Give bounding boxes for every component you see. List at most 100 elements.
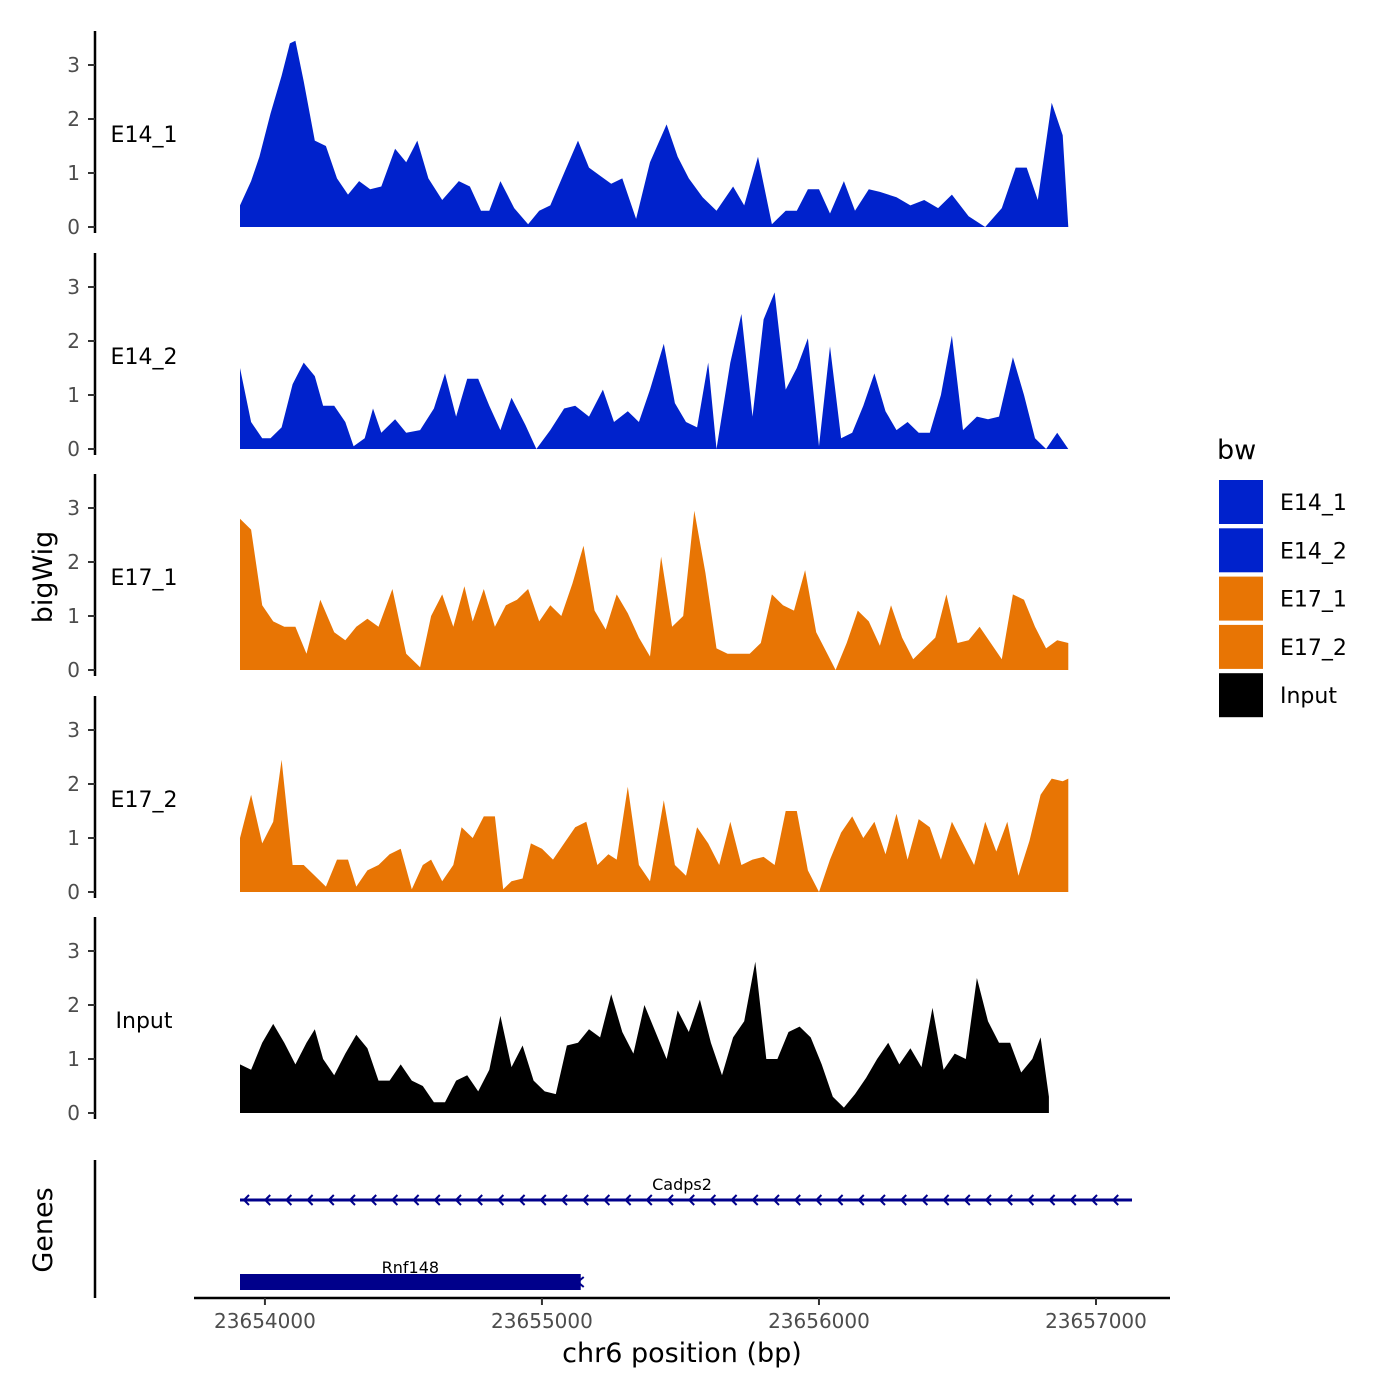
strand-arrow — [1111, 1194, 1119, 1206]
strand-arrow — [581, 1194, 589, 1206]
y-tick-label: 3 — [67, 275, 80, 299]
y-tick-label: 0 — [67, 215, 80, 239]
y-tick-label: 2 — [67, 550, 80, 574]
legend-label: Input — [1280, 684, 1337, 709]
strand-arrow — [1005, 1194, 1013, 1206]
strand-arrow — [624, 1194, 632, 1206]
strand-arrow — [263, 1194, 271, 1206]
gene-Rnf148: Rnf148 — [240, 1258, 585, 1290]
track-area-E17_2 — [240, 759, 1069, 892]
y-tick-label: 2 — [67, 329, 80, 353]
legend-swatch — [1219, 673, 1263, 718]
x-tick-label: 23655000 — [491, 1309, 593, 1333]
genes-panel-title: Genes — [28, 1187, 59, 1272]
strand-arrow — [390, 1194, 399, 1206]
y-tick-label: 1 — [67, 826, 80, 850]
strand-arrow — [284, 1194, 293, 1206]
y-tick-label: 2 — [67, 772, 80, 796]
y-tick-label: 1 — [67, 604, 80, 628]
legend-label: E17_1 — [1280, 588, 1347, 613]
strand-arrow — [963, 1194, 971, 1206]
y-tick-label: 3 — [67, 939, 80, 963]
legend-swatch — [1219, 480, 1263, 524]
strand-arrow — [327, 1194, 335, 1206]
signal-tracks: 0 1 2 3 E14_1 0 1 2 3 E14_2 0 1 2 3 E17_1 0 1 2 3 E17_2 0 1 2 3… — [67, 31, 1069, 1125]
strand-arrow — [1026, 1194, 1035, 1206]
strand-arrow — [496, 1194, 505, 1206]
x-axis-title: chr6 position (bp) — [562, 1338, 802, 1369]
track-label-E14_2: E14_2 — [111, 345, 178, 370]
strand-arrow — [454, 1194, 462, 1206]
gene-Cadps2: Cadps2 — [240, 1175, 1132, 1206]
legend: bw E14_1 E14_2 E17_1 E17_2 Input — [1217, 435, 1347, 718]
strand-arrow — [518, 1194, 526, 1206]
y-tick-label: 0 — [67, 437, 80, 461]
track-label-E17_2: E17_2 — [111, 788, 178, 813]
strand-arrow — [814, 1194, 823, 1206]
strand-arrow — [772, 1194, 780, 1206]
strand-arrow — [687, 1194, 695, 1206]
strand-arrow — [412, 1194, 420, 1206]
y-tick-label: 3 — [67, 718, 80, 742]
strand-arrow — [539, 1194, 547, 1206]
track-area-E17_1 — [240, 510, 1069, 670]
genes-panel: Cadps2 Rnf148 — [93, 1160, 1132, 1298]
legend-item-E14_2: E14_2 — [1219, 528, 1347, 573]
legend-label: E14_2 — [1280, 539, 1347, 564]
y-tick-label: 2 — [67, 993, 80, 1017]
y-tick-label: 0 — [67, 658, 80, 682]
y-tick-label: 1 — [67, 383, 80, 407]
strand-arrow — [730, 1194, 738, 1206]
strand-arrow — [751, 1194, 759, 1206]
legend-swatch — [1219, 576, 1263, 621]
y-tick-label: 1 — [67, 1047, 80, 1071]
track-label-E17_1: E17_1 — [111, 566, 178, 591]
y-tick-label: 1 — [67, 161, 80, 185]
strand-arrow — [793, 1194, 801, 1206]
track-E17_2: 0 1 2 3 E17_2 — [67, 696, 1069, 904]
legend-label: E17_2 — [1280, 636, 1347, 661]
strand-arrow — [857, 1194, 865, 1206]
strand-arrow — [899, 1194, 907, 1206]
strand-arrow — [920, 1194, 929, 1206]
track-Input: 0 1 2 3 Input — [67, 917, 1049, 1125]
strand-arrow — [348, 1194, 356, 1206]
strand-arrow — [369, 1194, 377, 1206]
strand-arrow — [602, 1194, 611, 1206]
gene-label: Rnf148 — [382, 1258, 439, 1277]
y-tick-label: 0 — [67, 1101, 80, 1125]
track-label-Input: Input — [116, 1009, 173, 1034]
y-tick-label: 3 — [67, 496, 80, 520]
strand-arrow — [942, 1194, 950, 1206]
x-tick-label: 23657000 — [1045, 1309, 1147, 1333]
x-tick-label: 23656000 — [768, 1309, 870, 1333]
strand-arrow — [708, 1194, 717, 1206]
track-area-Input — [240, 961, 1049, 1113]
legend-title: bw — [1217, 435, 1256, 466]
strand-arrow — [1069, 1194, 1077, 1206]
track-E17_1: 0 1 2 3 E17_1 — [67, 474, 1069, 682]
strand-arrow — [878, 1194, 886, 1206]
x-axis: 23654000 23655000 23656000 23657000 — [194, 1296, 1170, 1333]
strand-arrow — [306, 1194, 314, 1206]
strand-arrow — [1048, 1194, 1056, 1206]
strand-arrow — [433, 1194, 441, 1206]
track-area-E14_1 — [240, 40, 1069, 228]
strand-arrow — [576, 1276, 585, 1288]
strand-arrow — [242, 1194, 250, 1206]
x-tick-label: 23654000 — [214, 1309, 316, 1333]
legend-swatch — [1219, 528, 1263, 573]
legend-swatch — [1219, 624, 1263, 669]
y-tick-label: 3 — [67, 53, 80, 77]
y-axis-title: bigWig — [28, 531, 59, 624]
track-E14_1: 0 1 2 3 E14_1 — [67, 31, 1069, 239]
y-tick-label: 2 — [67, 107, 80, 131]
legend-label: E14_1 — [1280, 491, 1347, 516]
strand-arrow — [836, 1194, 844, 1206]
strand-arrow — [645, 1194, 653, 1206]
strand-arrow — [560, 1194, 568, 1206]
y-tick-label: 0 — [67, 880, 80, 904]
track-label-E14_1: E14_1 — [111, 123, 178, 148]
legend-item-E17_1: E17_1 — [1219, 576, 1347, 621]
